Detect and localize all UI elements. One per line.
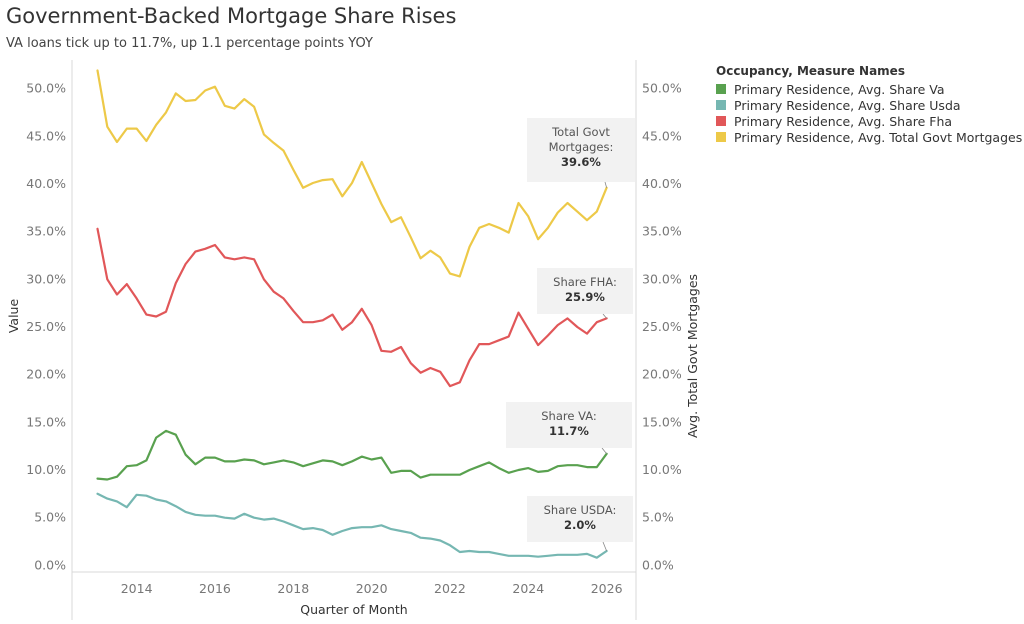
y-axis-title-right: Avg. Total Govt Mortgages (685, 274, 700, 438)
legend-item-usda[interactable]: Primary Residence, Avg. Share Usda (716, 97, 1022, 113)
legend-item-va[interactable]: Primary Residence, Avg. Share Va (716, 81, 1022, 97)
legend-swatch (716, 100, 726, 110)
annotation-value: 25.9% (565, 290, 605, 304)
annotation-box (527, 496, 633, 542)
legend-swatch (716, 84, 726, 94)
y-tick-label-left: 10.0% (26, 462, 66, 477)
x-axis-title: Quarter of Month (300, 602, 407, 617)
y-tick-label-left: 25.0% (26, 319, 66, 334)
annotation-box (527, 118, 635, 182)
legend-title: Occupancy, Measure Names (716, 64, 905, 78)
x-tick-label: 2016 (199, 581, 231, 596)
y-tick-label-left: 40.0% (26, 176, 66, 191)
y-tick-label-right: 10.0% (642, 462, 682, 477)
series-line (96, 492, 608, 559)
y-tick-label-right: 20.0% (642, 367, 682, 382)
legend-label: Primary Residence, Avg. Share Va (734, 81, 945, 97)
annotation-box (506, 402, 632, 448)
annotation-value: 11.7% (549, 424, 589, 438)
annotation-leader-line (604, 181, 608, 188)
y-tick-label-left: 5.0% (34, 510, 66, 525)
legend-label: Primary Residence, Avg. Total Govt Mortg… (734, 129, 1023, 145)
annotation-leader-line (602, 541, 607, 552)
y-tick-label-right: 25.0% (642, 319, 682, 334)
annotation-label: Total Govt (551, 125, 610, 139)
series-line (96, 429, 608, 481)
x-tick-label: 2018 (277, 581, 309, 596)
series-line (96, 227, 608, 388)
annotation-label: Share USDA: (544, 503, 617, 517)
y-tick-label-right: 30.0% (642, 271, 682, 286)
x-tick-label: 2020 (356, 581, 388, 596)
y-tick-label-left: 0.0% (34, 557, 66, 572)
y-tick-label-left: 20.0% (26, 367, 66, 382)
legend-label: Primary Residence, Avg. Share Usda (734, 97, 961, 113)
legend: Occupancy, Measure Names Primary Residen… (716, 64, 1022, 145)
y-tick-label-right: 45.0% (642, 128, 682, 143)
annotation-label: Mortgages: (549, 140, 614, 154)
x-tick-label: 2014 (121, 581, 153, 596)
legend-swatch (716, 132, 726, 142)
x-tick-label: 2026 (591, 581, 623, 596)
chart-subtitle: VA loans tick up to 11.7%, up 1.1 percen… (6, 36, 373, 51)
legend-item-total[interactable]: Primary Residence, Avg. Total Govt Mortg… (716, 129, 1022, 145)
chart-title: Government-Backed Mortgage Share Rises (6, 4, 457, 28)
y-tick-label-right: 40.0% (642, 176, 682, 191)
y-tick-label-right: 35.0% (642, 224, 682, 239)
y-tick-label-right: 50.0% (642, 81, 682, 96)
legend-swatch (716, 116, 726, 126)
y-tick-label-right: 0.0% (642, 557, 674, 572)
annotation-value: 2.0% (564, 518, 596, 532)
x-tick-label: 2022 (434, 581, 466, 596)
y-tick-label-left: 35.0% (26, 224, 66, 239)
annotation-value: 39.6% (561, 155, 601, 169)
annotation-label: Share FHA: (553, 275, 617, 289)
legend-item-fha[interactable]: Primary Residence, Avg. Share Fha (716, 113, 1022, 129)
annotation-label: Share VA: (541, 409, 597, 423)
x-tick-label: 2024 (512, 581, 544, 596)
legend-label: Primary Residence, Avg. Share Fha (734, 113, 953, 129)
y-tick-label-left: 30.0% (26, 271, 66, 286)
annotation-leader-line (601, 447, 607, 455)
y-tick-label-right: 5.0% (642, 510, 674, 525)
y-tick-label-right: 15.0% (642, 414, 682, 429)
annotation-box (537, 268, 633, 314)
y-tick-label-left: 50.0% (26, 81, 66, 96)
y-tick-label-left: 15.0% (26, 414, 66, 429)
y-axis-title: Value (6, 299, 21, 334)
y-tick-label-left: 45.0% (26, 128, 66, 143)
annotation-leader-line (602, 313, 607, 319)
series-line (96, 69, 608, 278)
